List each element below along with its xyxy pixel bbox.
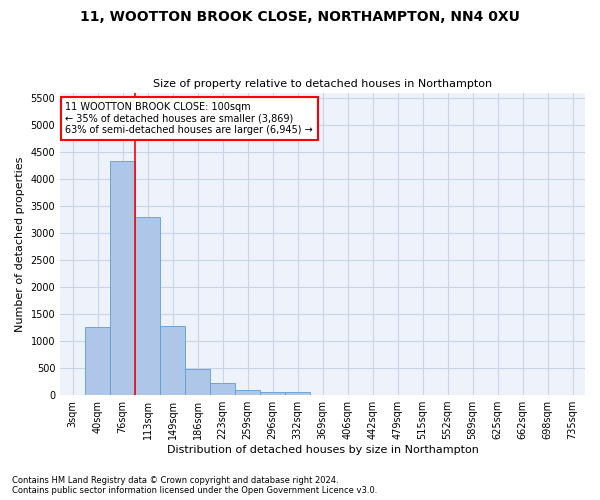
Title: Size of property relative to detached houses in Northampton: Size of property relative to detached ho… bbox=[153, 79, 492, 89]
Text: Contains HM Land Registry data © Crown copyright and database right 2024.
Contai: Contains HM Land Registry data © Crown c… bbox=[12, 476, 377, 495]
X-axis label: Distribution of detached houses by size in Northampton: Distribution of detached houses by size … bbox=[167, 445, 479, 455]
Text: 11, WOOTTON BROOK CLOSE, NORTHAMPTON, NN4 0XU: 11, WOOTTON BROOK CLOSE, NORTHAMPTON, NN… bbox=[80, 10, 520, 24]
Bar bbox=[135, 217, 160, 395]
Bar bbox=[235, 390, 260, 395]
Bar bbox=[160, 326, 185, 395]
Bar bbox=[285, 392, 310, 395]
Bar bbox=[110, 161, 135, 395]
Text: 11 WOOTTON BROOK CLOSE: 100sqm
← 35% of detached houses are smaller (3,869)
63% : 11 WOOTTON BROOK CLOSE: 100sqm ← 35% of … bbox=[65, 102, 313, 135]
Bar bbox=[185, 368, 210, 395]
Bar bbox=[210, 383, 235, 395]
Bar bbox=[85, 327, 110, 395]
Bar bbox=[260, 392, 285, 395]
Y-axis label: Number of detached properties: Number of detached properties bbox=[15, 156, 25, 332]
